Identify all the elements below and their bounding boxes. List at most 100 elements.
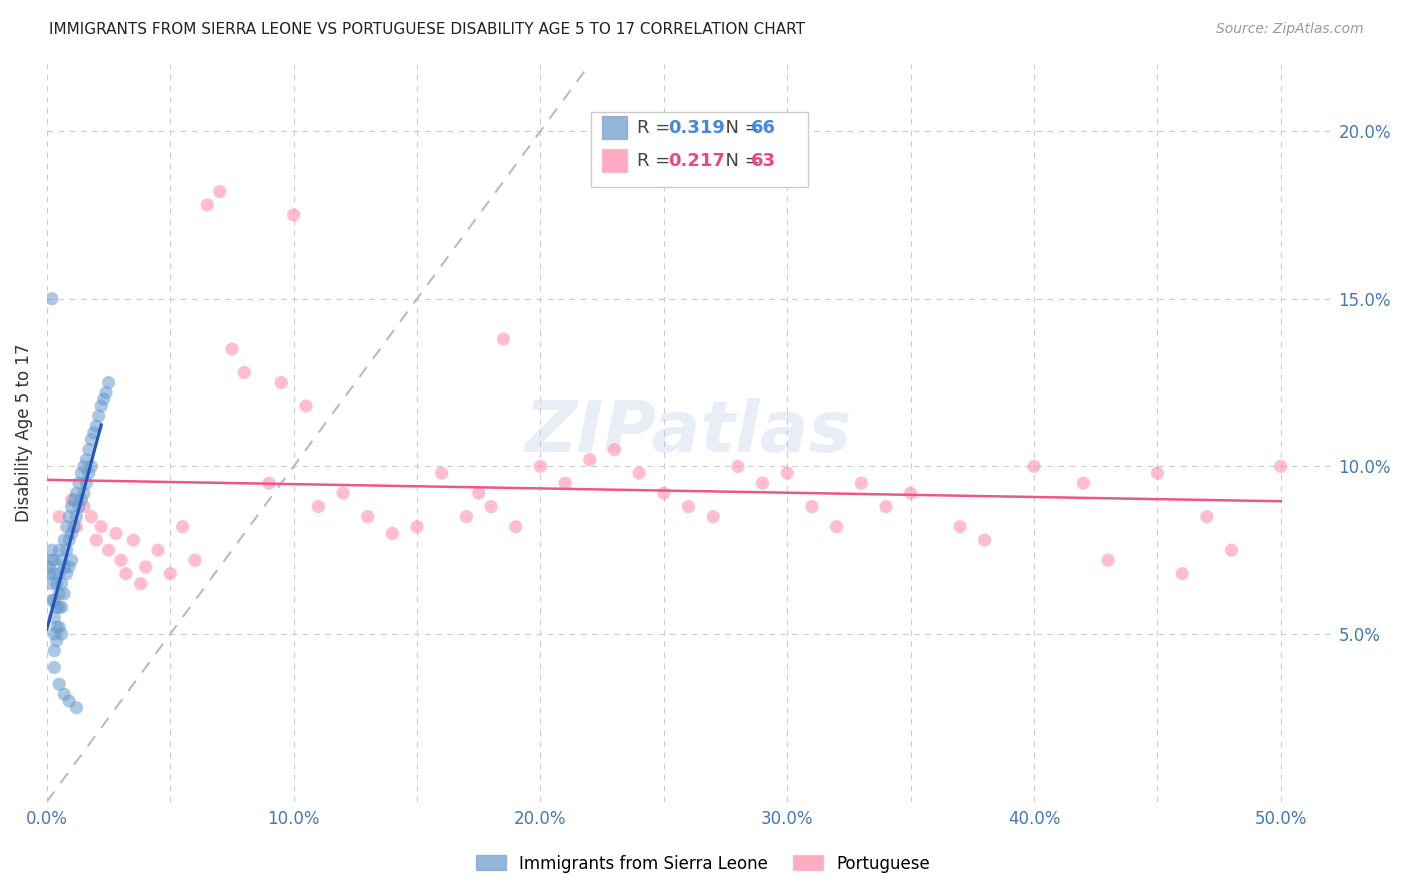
Point <box>1171 566 1194 581</box>
Point <box>900 486 922 500</box>
Point <box>87 409 110 423</box>
Point <box>48 600 70 615</box>
Point <box>1097 553 1119 567</box>
Point <box>129 576 152 591</box>
Point <box>41 553 63 567</box>
Point <box>270 376 292 390</box>
Point <box>77 466 100 480</box>
Point <box>851 476 873 491</box>
Point <box>381 526 404 541</box>
Text: 66: 66 <box>751 119 776 136</box>
Point <box>94 385 117 400</box>
Point <box>184 553 207 567</box>
Point <box>38 560 60 574</box>
Point <box>257 476 280 491</box>
Point <box>60 553 83 567</box>
Point <box>283 208 305 222</box>
Point <box>48 566 70 581</box>
Y-axis label: Disability Age 5 to 17: Disability Age 5 to 17 <box>15 343 32 522</box>
Point <box>172 519 194 533</box>
Point <box>51 600 73 615</box>
Point <box>652 486 675 500</box>
Point <box>55 566 77 581</box>
Point <box>73 500 96 514</box>
Point <box>55 519 77 533</box>
Point <box>678 500 700 514</box>
Point <box>93 392 115 407</box>
Point <box>973 533 995 548</box>
Point <box>73 486 96 500</box>
Point <box>949 519 972 533</box>
Point <box>53 560 76 574</box>
Point <box>307 500 329 514</box>
Point <box>63 519 86 533</box>
Point <box>53 533 76 548</box>
Point <box>727 459 749 474</box>
Point <box>65 509 87 524</box>
Point <box>146 543 169 558</box>
Point <box>53 687 76 701</box>
Point <box>295 399 318 413</box>
Point <box>41 576 63 591</box>
Point <box>468 486 491 500</box>
Point <box>58 694 80 708</box>
Text: Source: ZipAtlas.com: Source: ZipAtlas.com <box>1216 22 1364 37</box>
Point <box>38 566 60 581</box>
Point <box>41 543 63 558</box>
Point <box>45 620 67 634</box>
Point <box>800 500 823 514</box>
Point <box>63 492 86 507</box>
Point <box>110 553 132 567</box>
Point <box>73 459 96 474</box>
Point <box>776 466 799 480</box>
Text: IMMIGRANTS FROM SIERRA LEONE VS PORTUGUESE DISABILITY AGE 5 TO 17 CORRELATION CH: IMMIGRANTS FROM SIERRA LEONE VS PORTUGUE… <box>49 22 806 37</box>
Legend: Immigrants from Sierra Leone, Portuguese: Immigrants from Sierra Leone, Portuguese <box>470 848 936 880</box>
Point <box>51 576 73 591</box>
Point <box>430 466 453 480</box>
Point <box>44 660 66 674</box>
Point <box>75 476 97 491</box>
Point <box>1195 509 1218 524</box>
Point <box>60 500 83 514</box>
Point <box>44 593 66 607</box>
Point <box>48 543 70 558</box>
Point <box>60 526 83 541</box>
Point <box>357 509 380 524</box>
Point <box>1022 459 1045 474</box>
Point <box>44 610 66 624</box>
Point <box>70 492 93 507</box>
Point <box>48 620 70 634</box>
Point <box>1073 476 1095 491</box>
Point <box>67 476 90 491</box>
Point <box>80 459 103 474</box>
Point <box>44 627 66 641</box>
Point <box>48 587 70 601</box>
Point <box>603 442 626 457</box>
Point <box>554 476 576 491</box>
Point <box>58 533 80 548</box>
Point <box>55 543 77 558</box>
Point <box>1270 459 1292 474</box>
Point <box>45 600 67 615</box>
Point <box>84 419 107 434</box>
Point <box>65 519 87 533</box>
Text: R =: R = <box>637 119 676 136</box>
Point <box>41 292 63 306</box>
Point <box>505 519 527 533</box>
Point <box>221 342 243 356</box>
Point <box>84 533 107 548</box>
Text: 0.217: 0.217 <box>668 152 724 169</box>
Point <box>825 519 848 533</box>
Point <box>41 593 63 607</box>
Point <box>58 560 80 574</box>
Point <box>195 198 218 212</box>
Point <box>90 399 112 413</box>
Point <box>80 433 103 447</box>
Point <box>44 644 66 658</box>
Point <box>65 486 87 500</box>
Point <box>48 509 70 524</box>
Point <box>406 519 429 533</box>
Point <box>456 509 478 524</box>
Point <box>578 452 600 467</box>
Point <box>45 633 67 648</box>
